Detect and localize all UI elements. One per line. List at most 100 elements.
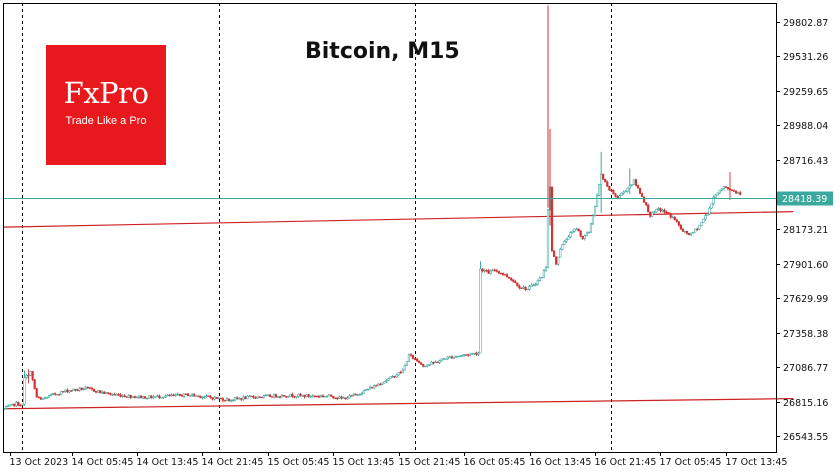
candle-body	[420, 362, 423, 365]
candle-body	[690, 232, 693, 235]
candle-body	[405, 361, 408, 366]
candle-body	[125, 396, 128, 398]
candle-body	[152, 396, 155, 399]
candle-body	[174, 394, 177, 396]
candle-body	[209, 396, 212, 398]
candle-body	[399, 372, 402, 374]
candle-body	[456, 355, 460, 358]
candle-body	[9, 404, 12, 407]
candle-body	[234, 397, 237, 401]
candle-body	[452, 356, 455, 359]
candle-body	[270, 396, 273, 398]
candle-body	[726, 187, 730, 189]
candle-body	[297, 394, 300, 397]
candle-body	[450, 356, 453, 359]
candle-body	[252, 396, 255, 398]
candle-body	[444, 358, 447, 360]
candle-body	[373, 385, 376, 389]
candle-body	[15, 402, 18, 407]
candle-body	[274, 394, 278, 398]
candle-body	[276, 396, 280, 398]
candle-body	[463, 354, 466, 356]
y-tick-label: 27086.77	[783, 363, 828, 374]
candle-body	[193, 394, 196, 397]
plot-frame	[3, 3, 777, 453]
candle-body	[223, 400, 226, 402]
candle-body	[563, 240, 566, 245]
candle-body	[551, 186, 554, 252]
candle-body	[634, 179, 637, 186]
candle-body	[387, 378, 390, 381]
y-tick-label: 27358.38	[783, 329, 828, 340]
candle-body	[348, 395, 351, 399]
candle-body	[510, 278, 513, 281]
candle-body	[176, 393, 179, 396]
candle-body	[624, 190, 627, 193]
candle-body	[133, 396, 136, 398]
candle-body	[303, 395, 306, 398]
y-tick-label: 26815.16	[783, 398, 828, 409]
candle-body	[714, 194, 717, 198]
candle-body	[379, 383, 382, 386]
y-tick-label: 28716.43	[783, 156, 828, 167]
candle-body	[446, 356, 449, 359]
candle-body	[52, 393, 55, 395]
candle-body	[520, 287, 523, 289]
candle-body	[213, 397, 216, 400]
current-price-tag: 28418.39	[777, 191, 833, 206]
candle-body	[720, 188, 723, 191]
candle-body	[540, 276, 543, 279]
candle-body	[606, 181, 609, 187]
candle-body	[131, 396, 134, 398]
candle-body	[610, 189, 613, 192]
candle-body	[350, 395, 353, 397]
candle-body	[25, 374, 28, 378]
candle-body	[593, 206, 597, 217]
candle-body	[583, 235, 586, 239]
candle-body	[393, 375, 396, 378]
candle-body	[352, 393, 355, 396]
candle-body	[23, 377, 26, 405]
candle-body	[154, 396, 157, 398]
candle-body	[262, 395, 265, 398]
candle-body	[694, 228, 697, 233]
candle-body	[506, 274, 509, 278]
logo-name: FxPro	[63, 76, 149, 110]
candle-body	[148, 395, 151, 399]
trendline-upper	[4, 211, 794, 228]
candle-body	[29, 371, 32, 376]
candle-body	[244, 396, 247, 400]
candle-body	[534, 283, 537, 286]
candle-body	[41, 398, 44, 400]
candle-body	[39, 397, 42, 400]
fxpro-logo: FxPro Trade Like a Pro	[46, 45, 166, 165]
candle-body	[616, 195, 619, 199]
candle-body	[92, 388, 96, 392]
candle-body	[651, 212, 654, 217]
candle-body	[142, 396, 145, 399]
candle-body	[377, 383, 380, 386]
candle-body	[82, 388, 85, 391]
candle-body	[489, 270, 492, 274]
candle-body	[620, 192, 623, 196]
candle-body	[448, 356, 451, 358]
candle-body	[495, 270, 498, 272]
candle-body	[528, 286, 531, 290]
candle-body	[383, 381, 386, 384]
candle-body	[72, 388, 75, 392]
candle-body	[191, 394, 194, 396]
candle-body	[567, 236, 570, 240]
candle-body	[215, 397, 218, 399]
candle-body	[291, 394, 294, 397]
candle-body	[722, 186, 725, 190]
candle-body	[569, 232, 572, 238]
candle-body	[673, 216, 676, 221]
candle-body	[473, 352, 476, 355]
candle-body	[115, 394, 118, 396]
candle-body	[60, 391, 63, 395]
candle-body	[661, 209, 664, 212]
candle-body	[37, 396, 40, 399]
candle-body	[119, 394, 122, 397]
candle-body	[156, 395, 159, 397]
candle-body	[604, 178, 607, 183]
